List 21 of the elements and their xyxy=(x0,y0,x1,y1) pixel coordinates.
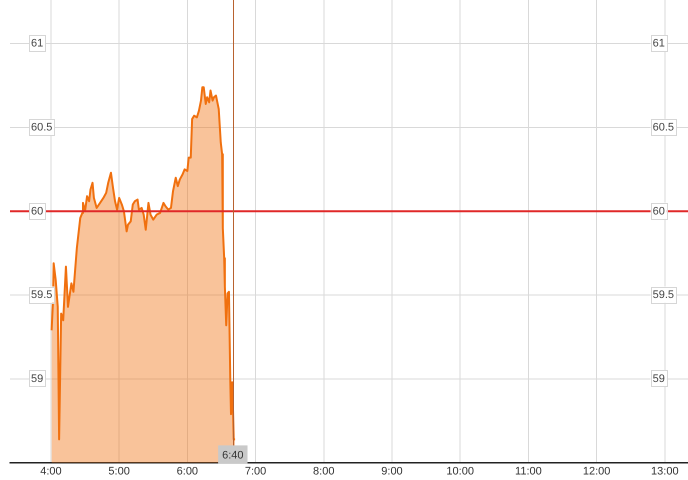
y2-tick-label: 59.5 xyxy=(652,289,674,302)
x-tick-label: 10:00 xyxy=(446,465,474,478)
x-tick-label: 7:00 xyxy=(244,465,266,478)
y2-tick-label: 59 xyxy=(652,372,665,385)
x-tick-label: 13:00 xyxy=(651,465,679,478)
x-tick-label: 4:00 xyxy=(40,465,62,478)
x-tick-label: 6:00 xyxy=(176,465,198,478)
y-tick-label: 59 xyxy=(31,372,44,385)
y2-tick-label: 60.5 xyxy=(652,121,674,134)
y-tick-label: 60.5 xyxy=(31,121,52,134)
y-tick-label: 59.5 xyxy=(31,289,52,302)
y2-tick-label: 61 xyxy=(652,38,665,50)
y-tick-label: 61 xyxy=(31,38,44,50)
y2-tick-label: 60 xyxy=(652,205,665,218)
annotation: 6:40 xyxy=(222,449,244,462)
y-tick-label: 60 xyxy=(31,205,44,218)
x-tick-label: 8:00 xyxy=(313,465,334,478)
x-tick-label: 9:00 xyxy=(381,465,403,478)
x-tick-label: 11:00 xyxy=(515,465,542,478)
x-tick-label: 5:00 xyxy=(108,465,130,478)
x-tick-label: 12:00 xyxy=(582,465,610,478)
